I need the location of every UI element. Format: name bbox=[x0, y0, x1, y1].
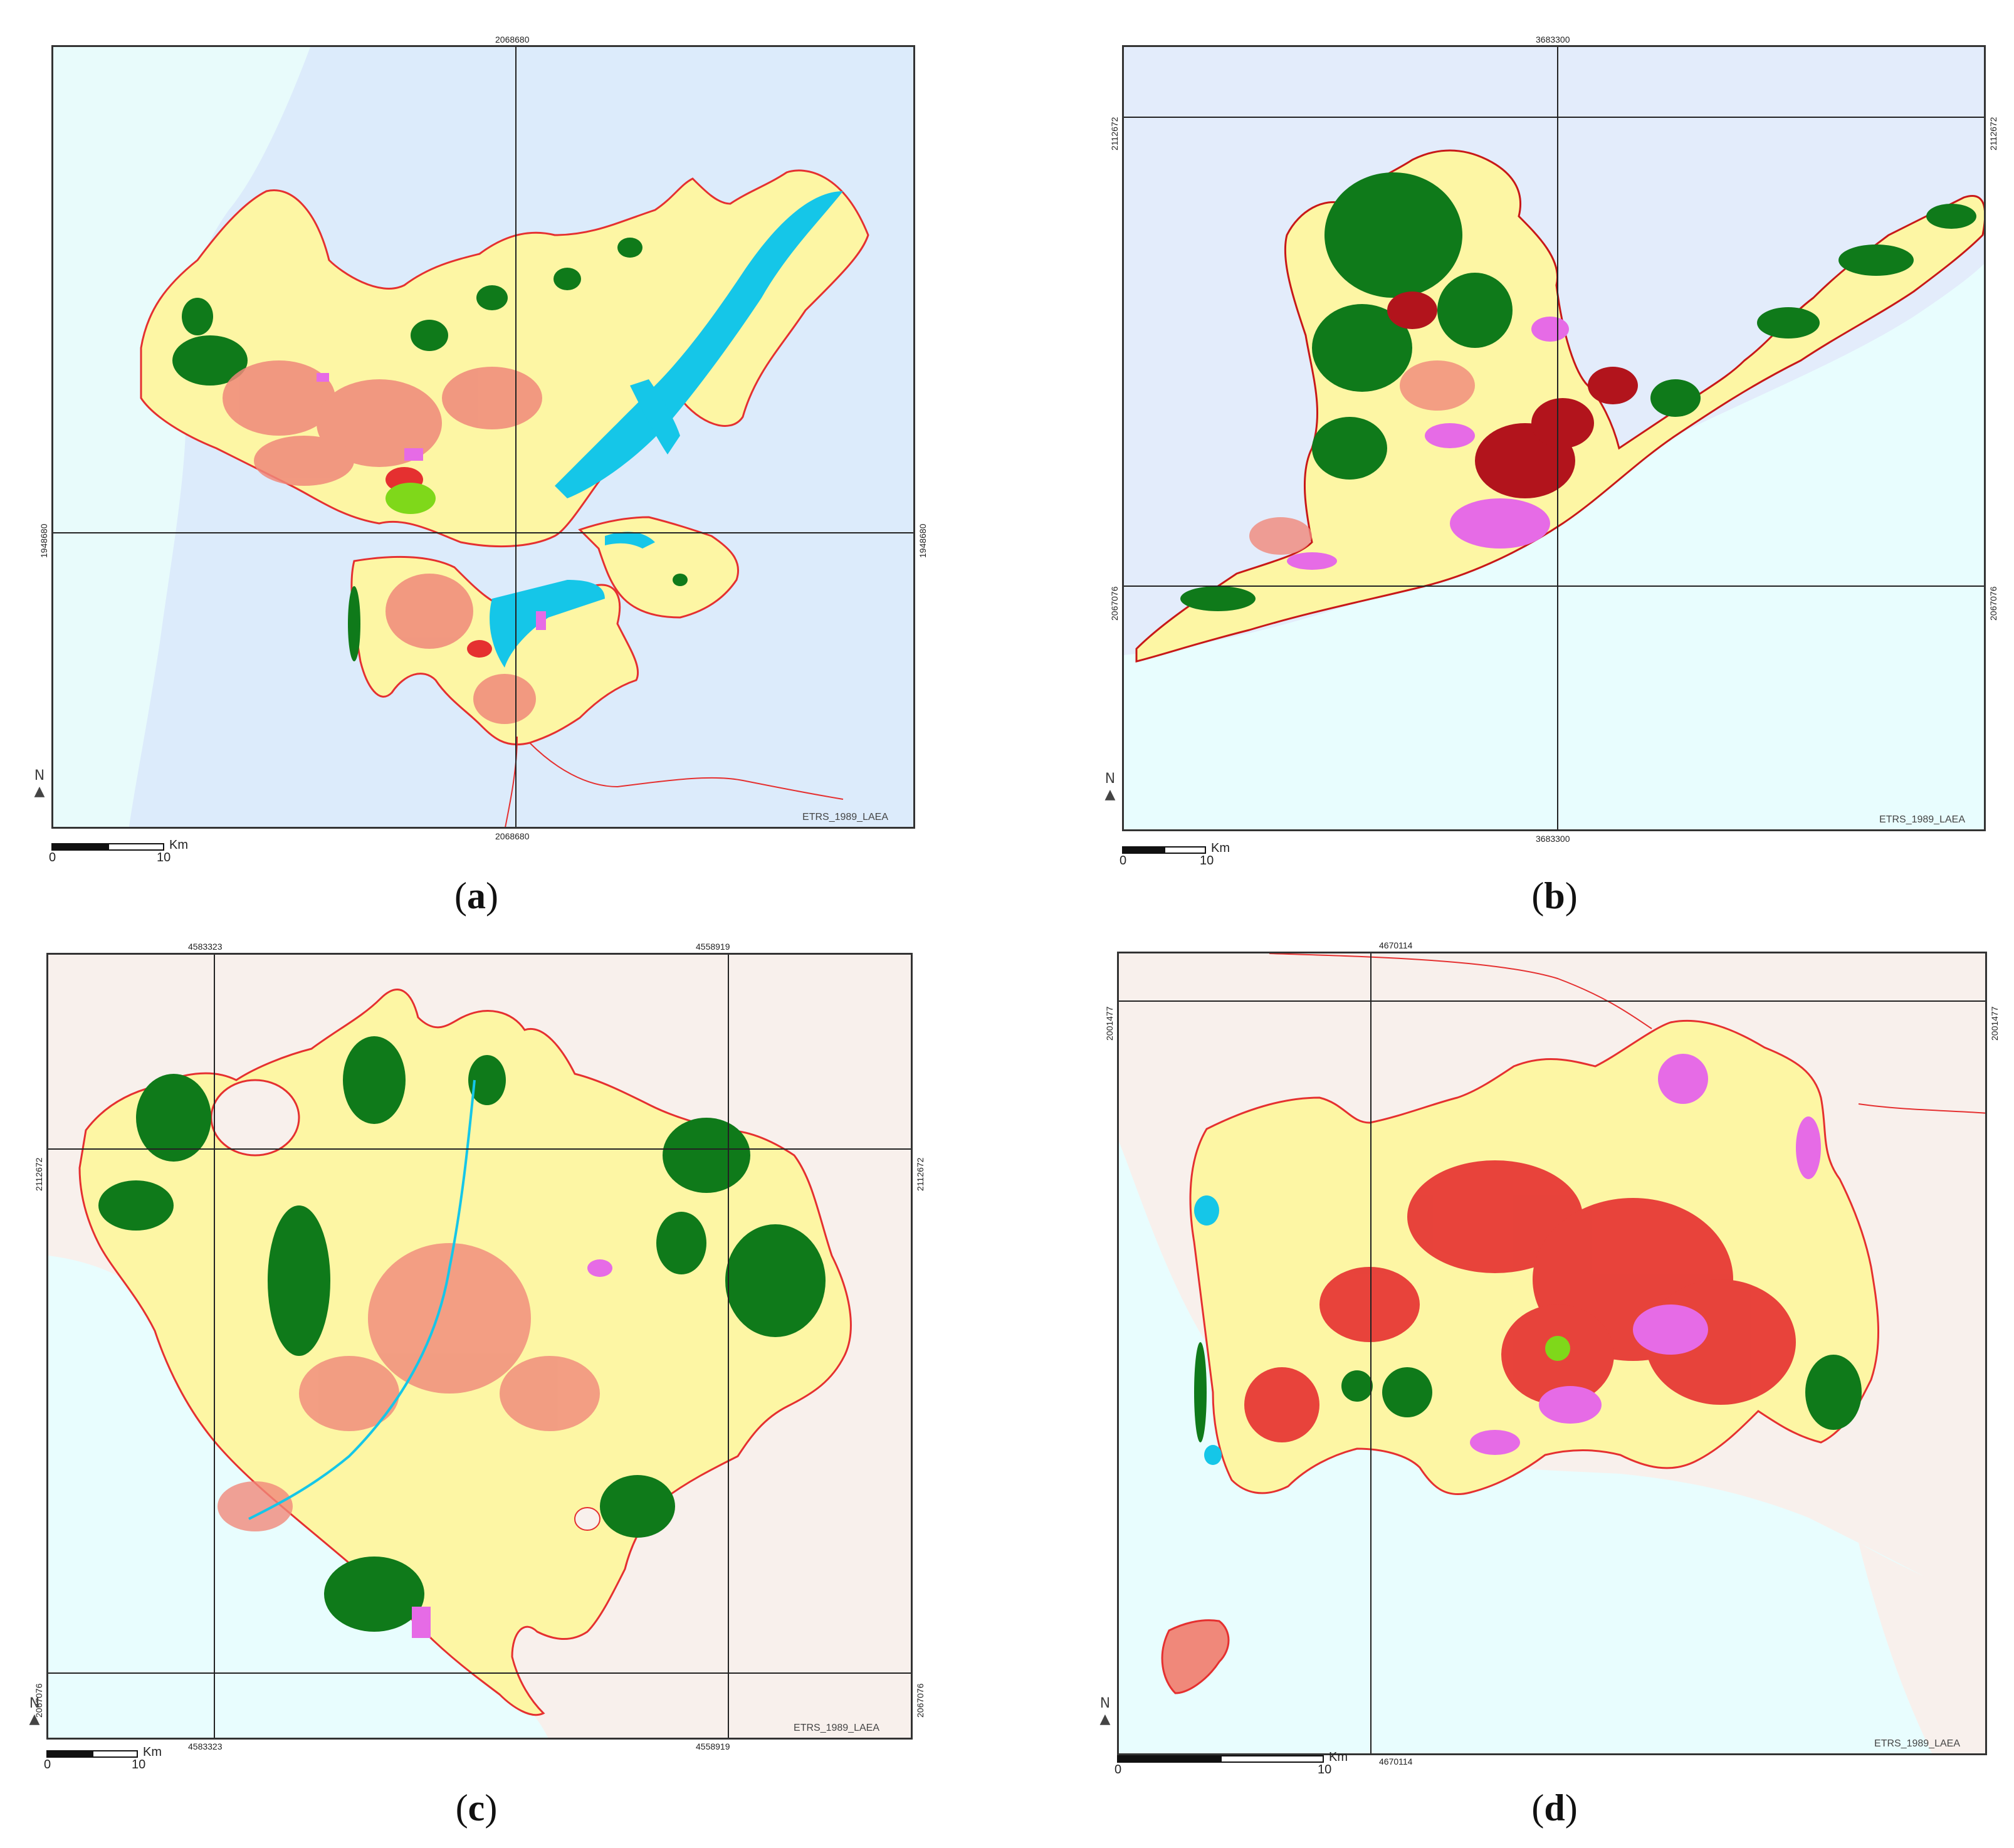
coord-bottom-b: 3683300 bbox=[1536, 834, 1570, 844]
scale-tick-10-c: 10 bbox=[132, 1758, 146, 1772]
scale-bar-b: Km 0 10 bbox=[1120, 841, 1230, 868]
coord-right-upper-b: 2112672 bbox=[1988, 117, 1998, 150]
forest-patches bbox=[172, 238, 688, 661]
scale-unit-a: Km bbox=[169, 838, 188, 852]
land-use-map-b bbox=[1124, 47, 1984, 829]
coord-left-upper-c: 2112672 bbox=[34, 1157, 44, 1191]
coord-top-b: 3683300 bbox=[1536, 34, 1570, 45]
coord-top-left-c: 4583323 bbox=[188, 942, 223, 952]
forest-patches-c bbox=[98, 1036, 826, 1632]
coord-bottom-d: 4670114 bbox=[1379, 1756, 1413, 1767]
urban-patches bbox=[223, 360, 542, 724]
north-arrow-c: N ▲ bbox=[29, 1696, 40, 1727]
map-panel-d: ETRS_1989_LAEA 4670114 4670114 2001477 2… bbox=[1059, 928, 2014, 1848]
forest-patches-d bbox=[1194, 1342, 1862, 1442]
industrial-patches-d bbox=[1470, 1054, 1821, 1455]
coord-right-lower-b: 2067076 bbox=[1988, 586, 1998, 621]
coord-right-lower-c: 2067076 bbox=[915, 1683, 925, 1718]
coord-left-a: 1948680 bbox=[39, 523, 49, 558]
industrial-patches bbox=[317, 373, 546, 630]
crs-label-b: ETRS_1989_LAEA bbox=[1879, 814, 1965, 825]
scale-tick-0-b: 0 bbox=[1120, 854, 1127, 868]
caption-c: (c) bbox=[455, 1787, 498, 1829]
lake-c bbox=[210, 1079, 300, 1157]
scale-unit-b: Km bbox=[1211, 841, 1230, 855]
coord-right-upper-c: 2112672 bbox=[915, 1157, 925, 1191]
coord-right-a: 1948680 bbox=[918, 523, 928, 558]
map-frame-b[interactable]: ETRS_1989_LAEA bbox=[1122, 45, 1986, 831]
caption-a: (a) bbox=[454, 875, 498, 916]
industrial-patches-b bbox=[1287, 317, 1569, 570]
map-frame-d[interactable]: ETRS_1989_LAEA bbox=[1117, 952, 1987, 1755]
land-use-map-c bbox=[48, 955, 911, 1738]
urban-patches-c bbox=[218, 1243, 600, 1531]
scale-unit-c: Km bbox=[143, 1745, 162, 1759]
map-panel-c: ETRS_1989_LAEA 4583323 4558919 4583323 4… bbox=[0, 928, 1003, 1848]
crs-label-d: ETRS_1989_LAEA bbox=[1874, 1738, 1960, 1749]
land-use-map-a bbox=[53, 47, 913, 827]
coord-top-a: 2068680 bbox=[495, 34, 530, 45]
coord-top-d: 4670114 bbox=[1379, 940, 1413, 950]
scale-tick-0-a: 0 bbox=[49, 851, 56, 864]
scale-bar-a: Km 0 10 bbox=[49, 838, 188, 864]
water-c bbox=[248, 1079, 476, 1520]
forest-patches-b bbox=[1180, 172, 1976, 611]
green-urban-patches-d bbox=[1545, 1336, 1570, 1361]
north-arrow-d: N ▲ bbox=[1099, 1696, 1111, 1727]
map-frame-c[interactable]: ETRS_1989_LAEA bbox=[46, 953, 913, 1740]
industrial-patches-c bbox=[412, 1259, 612, 1638]
map-frame-a[interactable]: ETRS_1989_LAEA bbox=[51, 45, 915, 829]
scale-unit-d: Km bbox=[1329, 1750, 1348, 1764]
scale-tick-10-a: 10 bbox=[157, 851, 171, 864]
urban-patches-b bbox=[1249, 360, 1475, 555]
caption-b: (b) bbox=[1531, 875, 1578, 916]
scale-tick-0-d: 0 bbox=[1115, 1763, 1122, 1777]
coord-right-d: 2001477 bbox=[1990, 1006, 2000, 1041]
coord-bottom-right-c: 4558919 bbox=[696, 1741, 730, 1751]
map-panel-a: ETRS_1989_LAEA 2068680 2068680 1948680 1… bbox=[0, 0, 1003, 928]
scale-tick-10-d: 10 bbox=[1318, 1763, 1332, 1777]
water-d bbox=[1194, 1195, 1222, 1465]
coord-left-lower-b: 2067076 bbox=[1109, 586, 1120, 621]
dense-urban-patches-b bbox=[1387, 291, 1638, 498]
scale-tick-0-c: 0 bbox=[44, 1758, 51, 1772]
island-d bbox=[1161, 1619, 1230, 1694]
crs-label-a: ETRS_1989_LAEA bbox=[802, 812, 888, 822]
scale-tick-10-b: 10 bbox=[1200, 854, 1214, 868]
crs-label-c: ETRS_1989_LAEA bbox=[794, 1723, 879, 1733]
region-outline-north bbox=[140, 169, 869, 548]
coord-bottom-a: 2068680 bbox=[495, 831, 530, 841]
coord-left-upper-b: 2112672 bbox=[1109, 117, 1120, 150]
scale-bar-d: Km 0 10 bbox=[1115, 1750, 1348, 1777]
north-arrow-a: N ▲ bbox=[34, 768, 45, 799]
scale-bar-c: Km 0 10 bbox=[44, 1745, 162, 1772]
map-panel-b: ETRS_1989_LAEA 3683300 3683300 2112672 2… bbox=[1059, 0, 2014, 928]
land-use-map-d bbox=[1119, 953, 1985, 1753]
coord-bottom-left-c: 4583323 bbox=[188, 1741, 223, 1751]
coord-top-right-c: 4558919 bbox=[696, 942, 730, 952]
coord-left-d: 2001477 bbox=[1104, 1006, 1115, 1041]
caption-d: (d) bbox=[1531, 1787, 1578, 1829]
north-arrow-b: N ▲ bbox=[1104, 771, 1116, 802]
green-urban-patches bbox=[385, 483, 436, 514]
